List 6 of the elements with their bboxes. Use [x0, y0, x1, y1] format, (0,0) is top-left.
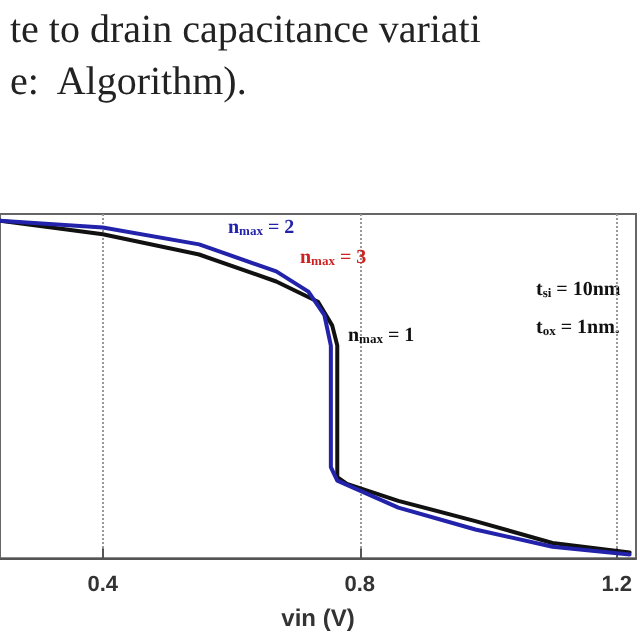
- x-tick-label: 0.8: [344, 573, 376, 598]
- chart-title: te to drain capacitance variati: [10, 8, 482, 52]
- x-axis-title: vin (V): [281, 604, 355, 632]
- x-tick-label: 0.4: [87, 573, 120, 598]
- x-tick-label: 1.2: [601, 573, 633, 598]
- chart-subtitle: e: Algorithm).: [10, 60, 247, 104]
